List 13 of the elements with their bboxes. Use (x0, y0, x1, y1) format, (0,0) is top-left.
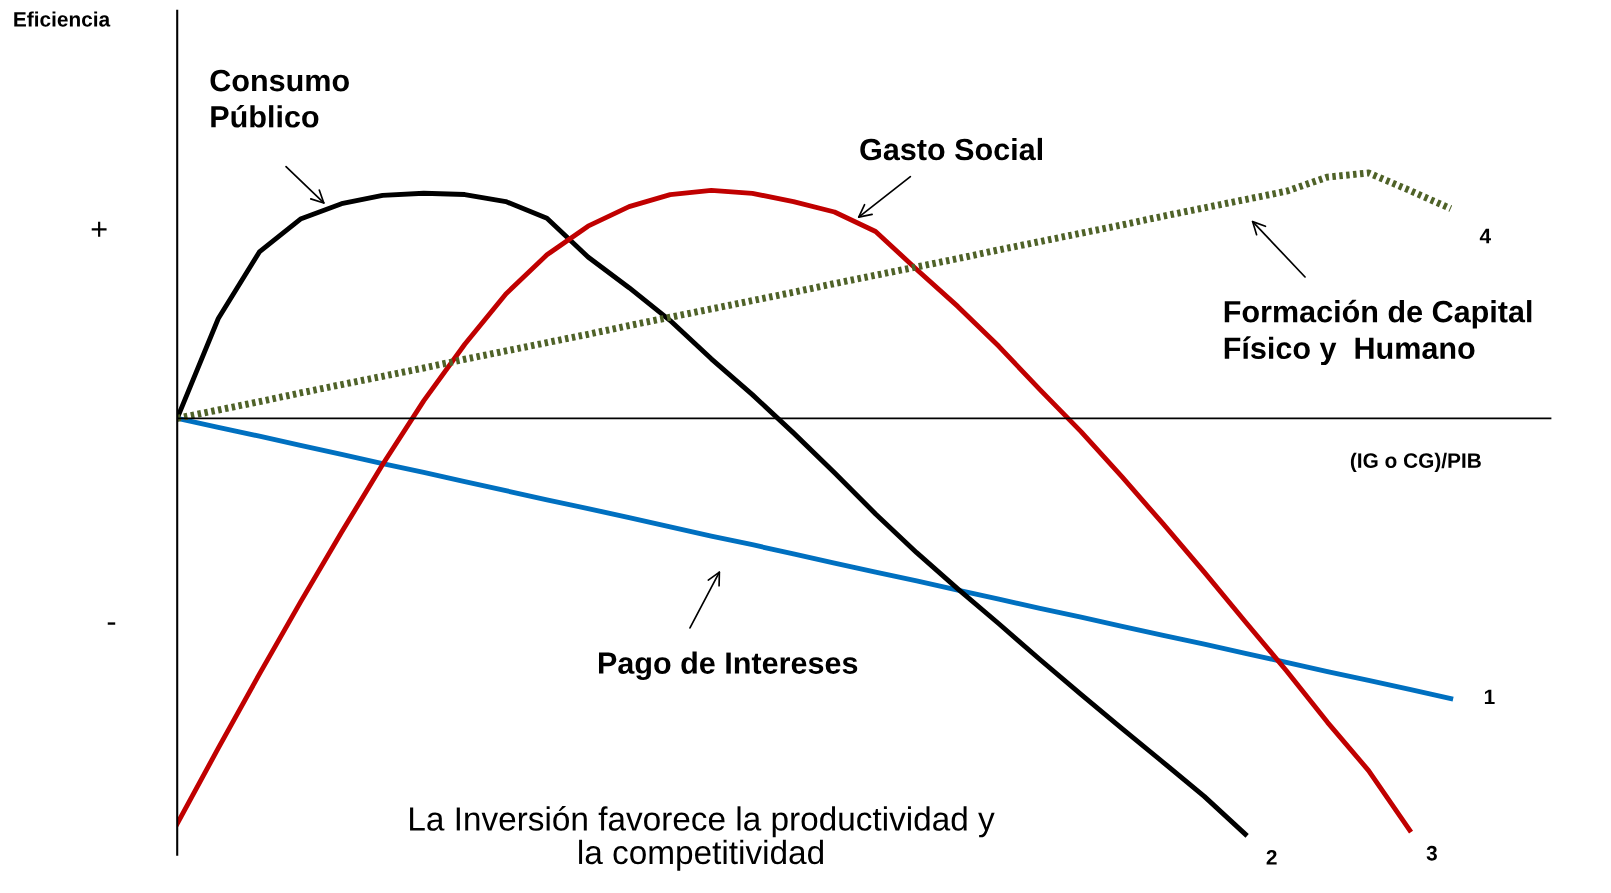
text: + (91, 221, 107, 237)
series-label: 2 (1266, 850, 1277, 865)
text: Consumo Público (210, 69, 349, 128)
series-label: 4 (1479, 228, 1491, 244)
series-label: 3 (1426, 845, 1437, 861)
annotation: Formación de Capital Físico y Humano (1224, 299, 1532, 366)
annotation: Pago de Intereses (598, 651, 858, 681)
text: Gasto Social (860, 137, 1042, 161)
text: - (107, 622, 116, 625)
x-axis-title: (IG o CG)/PIB (1350, 452, 1481, 473)
series-label: 1 (1484, 689, 1495, 705)
text: Eficiencia (14, 11, 111, 27)
annotation: La Inversión favorece la productividad y la competitividad (410, 805, 995, 871)
